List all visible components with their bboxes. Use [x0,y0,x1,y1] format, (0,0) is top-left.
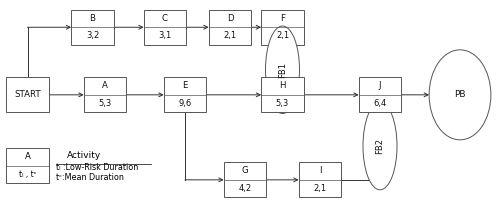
Text: 4,2: 4,2 [238,184,252,193]
Text: FB1: FB1 [278,62,287,78]
Text: A: A [24,152,30,161]
Bar [261,10,304,45]
Text: 3,2: 3,2 [86,31,99,41]
Text: PB: PB [454,90,466,99]
Text: Activity: Activity [66,151,101,160]
Text: 2,1: 2,1 [276,31,289,41]
Ellipse shape [429,50,491,140]
Text: J: J [379,81,382,90]
Bar [164,77,206,112]
Bar [84,77,126,112]
Ellipse shape [363,102,397,190]
Text: D: D [226,14,234,23]
Text: tᶜ:Mean Duration: tᶜ:Mean Duration [56,173,124,182]
Text: 2,1: 2,1 [314,184,326,193]
Bar [72,10,114,45]
Bar [224,162,266,197]
Text: E: E [182,81,188,90]
Text: 5,3: 5,3 [98,99,112,108]
Text: F: F [280,14,285,23]
Bar [359,77,401,112]
Text: 6,4: 6,4 [374,99,386,108]
Text: 9,6: 9,6 [178,99,192,108]
Text: 5,3: 5,3 [276,99,289,108]
Text: START: START [14,90,41,99]
Bar [261,77,304,112]
Text: tₗ , tᶜ: tₗ , tᶜ [19,170,36,179]
Bar [299,162,341,197]
Text: C: C [162,14,168,23]
Text: 2,1: 2,1 [224,31,236,41]
Text: G: G [242,166,248,175]
Bar [209,10,252,45]
Bar [6,77,49,112]
Ellipse shape [266,26,300,114]
Bar [144,10,186,45]
Text: H: H [279,81,286,90]
Text: B: B [90,14,96,23]
Text: FB2: FB2 [376,138,384,154]
Text: A: A [102,81,108,90]
Text: tₗ :Low-Risk Duration: tₗ :Low-Risk Duration [56,163,138,172]
Text: I: I [319,166,321,175]
Bar [6,148,49,183]
Text: 3,1: 3,1 [158,31,172,41]
